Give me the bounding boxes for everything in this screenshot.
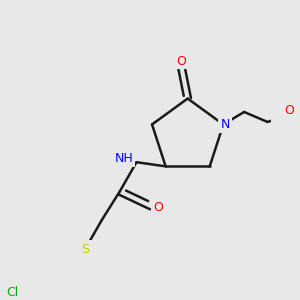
Text: Cl: Cl — [6, 286, 18, 298]
Text: NH: NH — [114, 152, 133, 165]
Text: O: O — [153, 202, 163, 214]
Text: O: O — [176, 55, 186, 68]
Text: N: N — [220, 118, 230, 131]
Text: O: O — [284, 104, 294, 117]
Text: S: S — [81, 243, 89, 256]
